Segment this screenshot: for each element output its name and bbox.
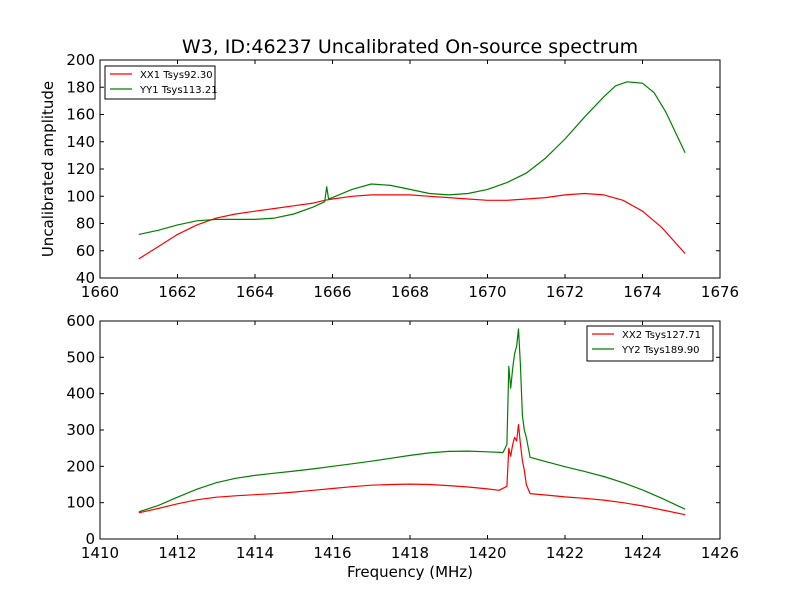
bottom-x-tick-label: 1426 bbox=[701, 544, 739, 562]
top-series-line-1 bbox=[138, 192, 686, 260]
bottom-x-tick-label: 1420 bbox=[468, 544, 506, 562]
top-y-axis-label: Uncalibrated amplitude bbox=[39, 81, 57, 257]
bottom-y-tick-label: 0 bbox=[85, 530, 95, 548]
bottom-legend-label: XX2 Tsys127.71 bbox=[622, 330, 701, 341]
bottom-x-tick-label: 1416 bbox=[313, 544, 351, 562]
bottom-y-tick-label: 100 bbox=[66, 494, 95, 512]
top-legend: XX1 Tsys92.30 YY1 Tsys113.21 bbox=[104, 65, 218, 100]
top-x-tick-label: 1674 bbox=[623, 283, 661, 301]
bottom-x-tick-label: 1422 bbox=[546, 544, 584, 562]
top-y-tick-label: 140 bbox=[66, 133, 95, 151]
top-x-tick-label: 1670 bbox=[468, 283, 506, 301]
bottom-x-tick-label: 1418 bbox=[391, 544, 429, 562]
bottom-y-tick-label: 600 bbox=[66, 312, 95, 330]
bottom-legend: XX2 Tsys127.71 YY2 Tsys189.90 bbox=[586, 325, 714, 362]
top-y-tick-label: 100 bbox=[66, 187, 95, 205]
bottom-y-tick-label: 300 bbox=[66, 421, 95, 439]
bottom-plot: 1410 1412 1414 1416 1418 1420 1422 1424 1426 0 100… bbox=[66, 312, 739, 581]
bottom-legend-label: YY2 Tsys189.90 bbox=[621, 345, 700, 356]
bottom-x-tick-label: 1410 bbox=[81, 544, 119, 562]
bottom-legend-box bbox=[586, 325, 714, 362]
bottom-x-tick-label: 1424 bbox=[623, 544, 661, 562]
top-legend-label: XX1 Tsys92.30 bbox=[140, 70, 213, 81]
top-y-tick-label: 180 bbox=[66, 78, 95, 96]
bottom-ticks: 1410 1412 1414 1416 1418 1420 1422 1424 1426 0 100… bbox=[66, 312, 739, 562]
bottom-x-tick-label: 1412 bbox=[158, 544, 196, 562]
top-x-tick-label: 1672 bbox=[546, 283, 584, 301]
top-x-tick-label: 1664 bbox=[236, 283, 274, 301]
top-plot: 1660 1662 1664 1666 1668 1670 1672 1674 1676 40 60… bbox=[39, 51, 739, 301]
bottom-y-tick-label: 500 bbox=[66, 348, 95, 366]
top-y-tick-label: 200 bbox=[66, 51, 95, 69]
bottom-y-tick-label: 400 bbox=[66, 385, 95, 403]
bottom-series-line-2 bbox=[138, 328, 686, 513]
top-y-tick-label: 120 bbox=[66, 160, 95, 178]
bottom-series-line-1 bbox=[138, 424, 686, 516]
top-y-tick-label: 40 bbox=[76, 269, 95, 287]
top-legend-label: YY1 Tsys113.21 bbox=[139, 85, 218, 96]
top-x-tick-label: 1666 bbox=[313, 283, 351, 301]
bottom-x-axis-label: Frequency (MHz) bbox=[347, 563, 473, 581]
top-series-lines bbox=[138, 81, 686, 260]
top-x-tick-label: 1662 bbox=[158, 283, 196, 301]
top-legend-box bbox=[104, 65, 216, 100]
bottom-y-tick-label: 200 bbox=[66, 457, 95, 475]
bottom-x-tick-label: 1414 bbox=[236, 544, 274, 562]
chart-title: W3, ID:46237 Uncalibrated On-source spec… bbox=[182, 36, 638, 58]
top-series-line-2 bbox=[138, 81, 686, 235]
top-y-tick-label: 160 bbox=[66, 106, 95, 124]
bottom-series-lines bbox=[138, 328, 686, 516]
top-x-tick-label: 1668 bbox=[391, 283, 429, 301]
top-y-tick-label: 60 bbox=[76, 242, 95, 260]
top-x-tick-label: 1660 bbox=[81, 283, 119, 301]
top-x-tick-label: 1676 bbox=[701, 283, 739, 301]
top-ticks: 1660 1662 1664 1666 1668 1670 1672 1674 1676 40 60… bbox=[66, 51, 739, 301]
top-y-tick-label: 80 bbox=[76, 215, 95, 233]
